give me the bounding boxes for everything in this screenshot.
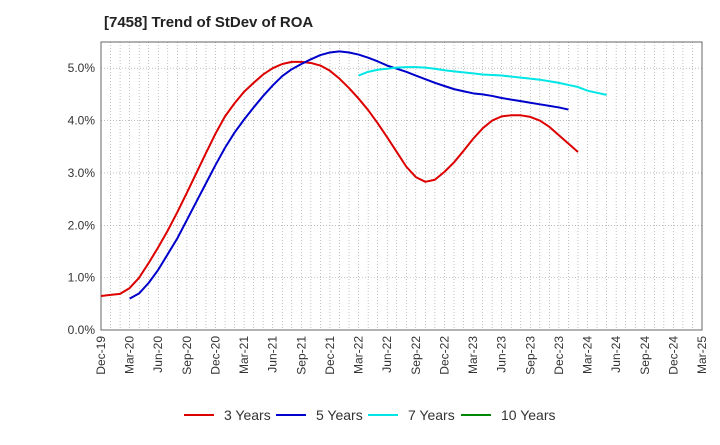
x-tick-label: Mar-25 — [695, 336, 709, 374]
x-tick-label: Jun-22 — [380, 336, 394, 373]
x-tick-label: Sep-21 — [294, 336, 308, 375]
series-line-7-years — [358, 66, 607, 96]
x-tick-label: Sep-23 — [523, 336, 537, 375]
y-tick-label: 1.0% — [68, 271, 96, 285]
series-line-3-years — [100, 60, 579, 297]
legend-label-3-years: 3 Years — [224, 407, 271, 423]
x-tick-label: Dec-23 — [552, 336, 566, 375]
chart-title: [7458] Trend of StDev of ROA — [104, 14, 314, 31]
series-lines — [100, 50, 607, 300]
x-tick-label: Mar-24 — [581, 336, 595, 374]
x-tick-label: Dec-22 — [437, 336, 451, 375]
legend-label-7-years: 7 Years — [408, 407, 455, 423]
legend-label-10-years: 10 Years — [501, 407, 556, 423]
y-tick-label: 3.0% — [68, 166, 96, 180]
plot-area-frame — [100, 41, 703, 331]
x-tick-label: Jun-20 — [151, 336, 165, 373]
axes: 0.0% 1.0% 2.0% 3.0% 4.0% 5.0% Dec-19 Mar-20 Jun-… — [68, 41, 709, 375]
x-tick-label: Mar-21 — [237, 336, 251, 374]
x-tick-label: Mar-20 — [123, 336, 137, 374]
x-tick-label: Sep-22 — [409, 336, 423, 375]
x-tick-label: Jun-21 — [266, 336, 280, 373]
legend: 3 Years 5 Years 7 Years 10 Years — [184, 407, 556, 423]
x-tick-label: Mar-23 — [466, 336, 480, 374]
series-line-5-years — [129, 50, 569, 300]
x-tick-label: Jun-23 — [495, 336, 509, 373]
x-tick-label: Dec-20 — [208, 336, 222, 375]
x-tick-label: Sep-24 — [638, 336, 652, 375]
x-tick-label: Dec-24 — [666, 336, 680, 375]
x-tick-label: Sep-20 — [180, 336, 194, 375]
x-tick-label: Jun-24 — [609, 336, 623, 373]
x-tick-label: Mar-22 — [352, 336, 366, 374]
x-tick-label: Dec-21 — [323, 336, 337, 375]
legend-label-5-years: 5 Years — [316, 407, 363, 423]
y-tick-label: 4.0% — [68, 114, 96, 128]
x-tick-label: Dec-19 — [94, 336, 108, 375]
y-tick-label: 0.0% — [68, 323, 96, 337]
y-tick-label: 5.0% — [68, 61, 96, 75]
y-tick-label: 2.0% — [68, 218, 96, 232]
